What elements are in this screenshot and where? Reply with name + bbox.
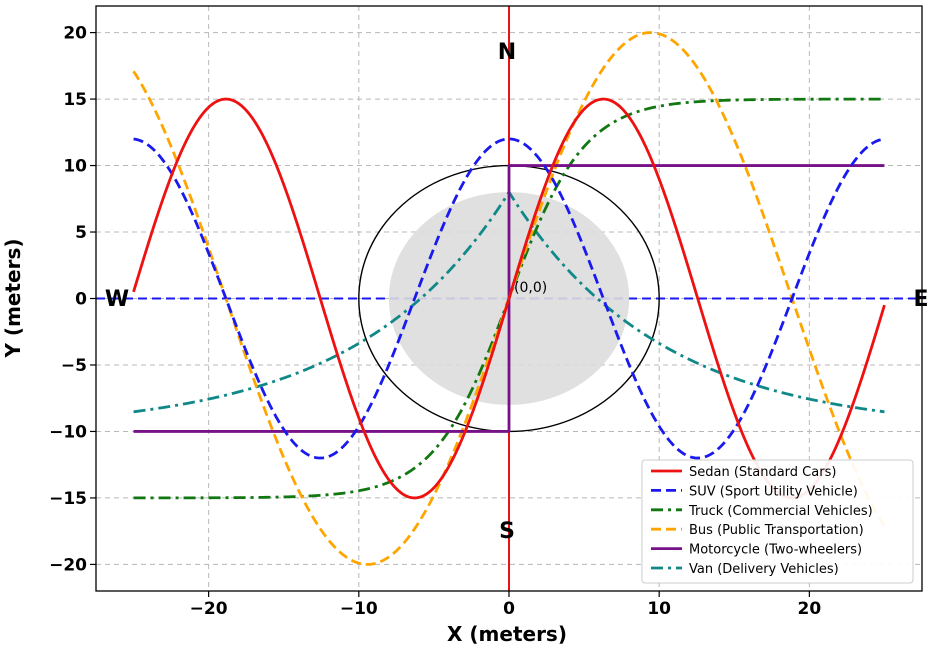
compass-north-label: N [498,40,516,65]
y-tick-label: −15 [49,489,87,509]
x-tick-label: 0 [503,599,515,619]
y-tick-label: 20 [63,24,87,44]
compass-east-label: E [913,287,928,312]
legend-label: Bus (Public Transportation) [689,523,864,538]
compass-south-label: S [499,519,515,544]
x-tick-label: −10 [340,599,378,619]
legend-box [641,459,914,584]
y-tick-label: −20 [49,555,87,575]
origin-label: (0,0) [514,280,547,296]
series-line-4 [132,31,886,566]
compass-west-label: W [105,287,129,312]
y-tick-label: 15 [63,90,87,110]
legend-label: Motorcycle (Two-wheelers) [689,543,862,558]
x-tick-label: −20 [190,599,228,619]
y-tick-label: −10 [49,422,87,442]
legend-label: Truck (Commercial Vehicles) [688,504,873,519]
axis-ticks: −20 −10 0 10 20 −20 −15 −10 −5 0 5 10 15 20 [49,24,821,619]
legend-label: Van (Delivery Vehicles) [689,562,839,577]
y-axis-title: Y (meters) [1,238,25,358]
y-tick-label: 10 [63,157,87,177]
series-line-2 [133,137,885,460]
y-tick-label: 0 [75,290,87,310]
legend-label: Sedan (Standard Cars) [689,465,836,480]
x-axis-title: X (meters) [447,622,567,646]
legend-label: SUV (Sport Utility Vehicle) [689,484,858,499]
x-tick-label: 20 [798,599,822,619]
y-tick-label: 5 [75,223,87,243]
y-tick-label: −5 [61,356,87,376]
legend: Sedan (Standard Cars) SUV (Sport Utility … [641,459,914,584]
x-tick-label: 10 [647,599,671,619]
